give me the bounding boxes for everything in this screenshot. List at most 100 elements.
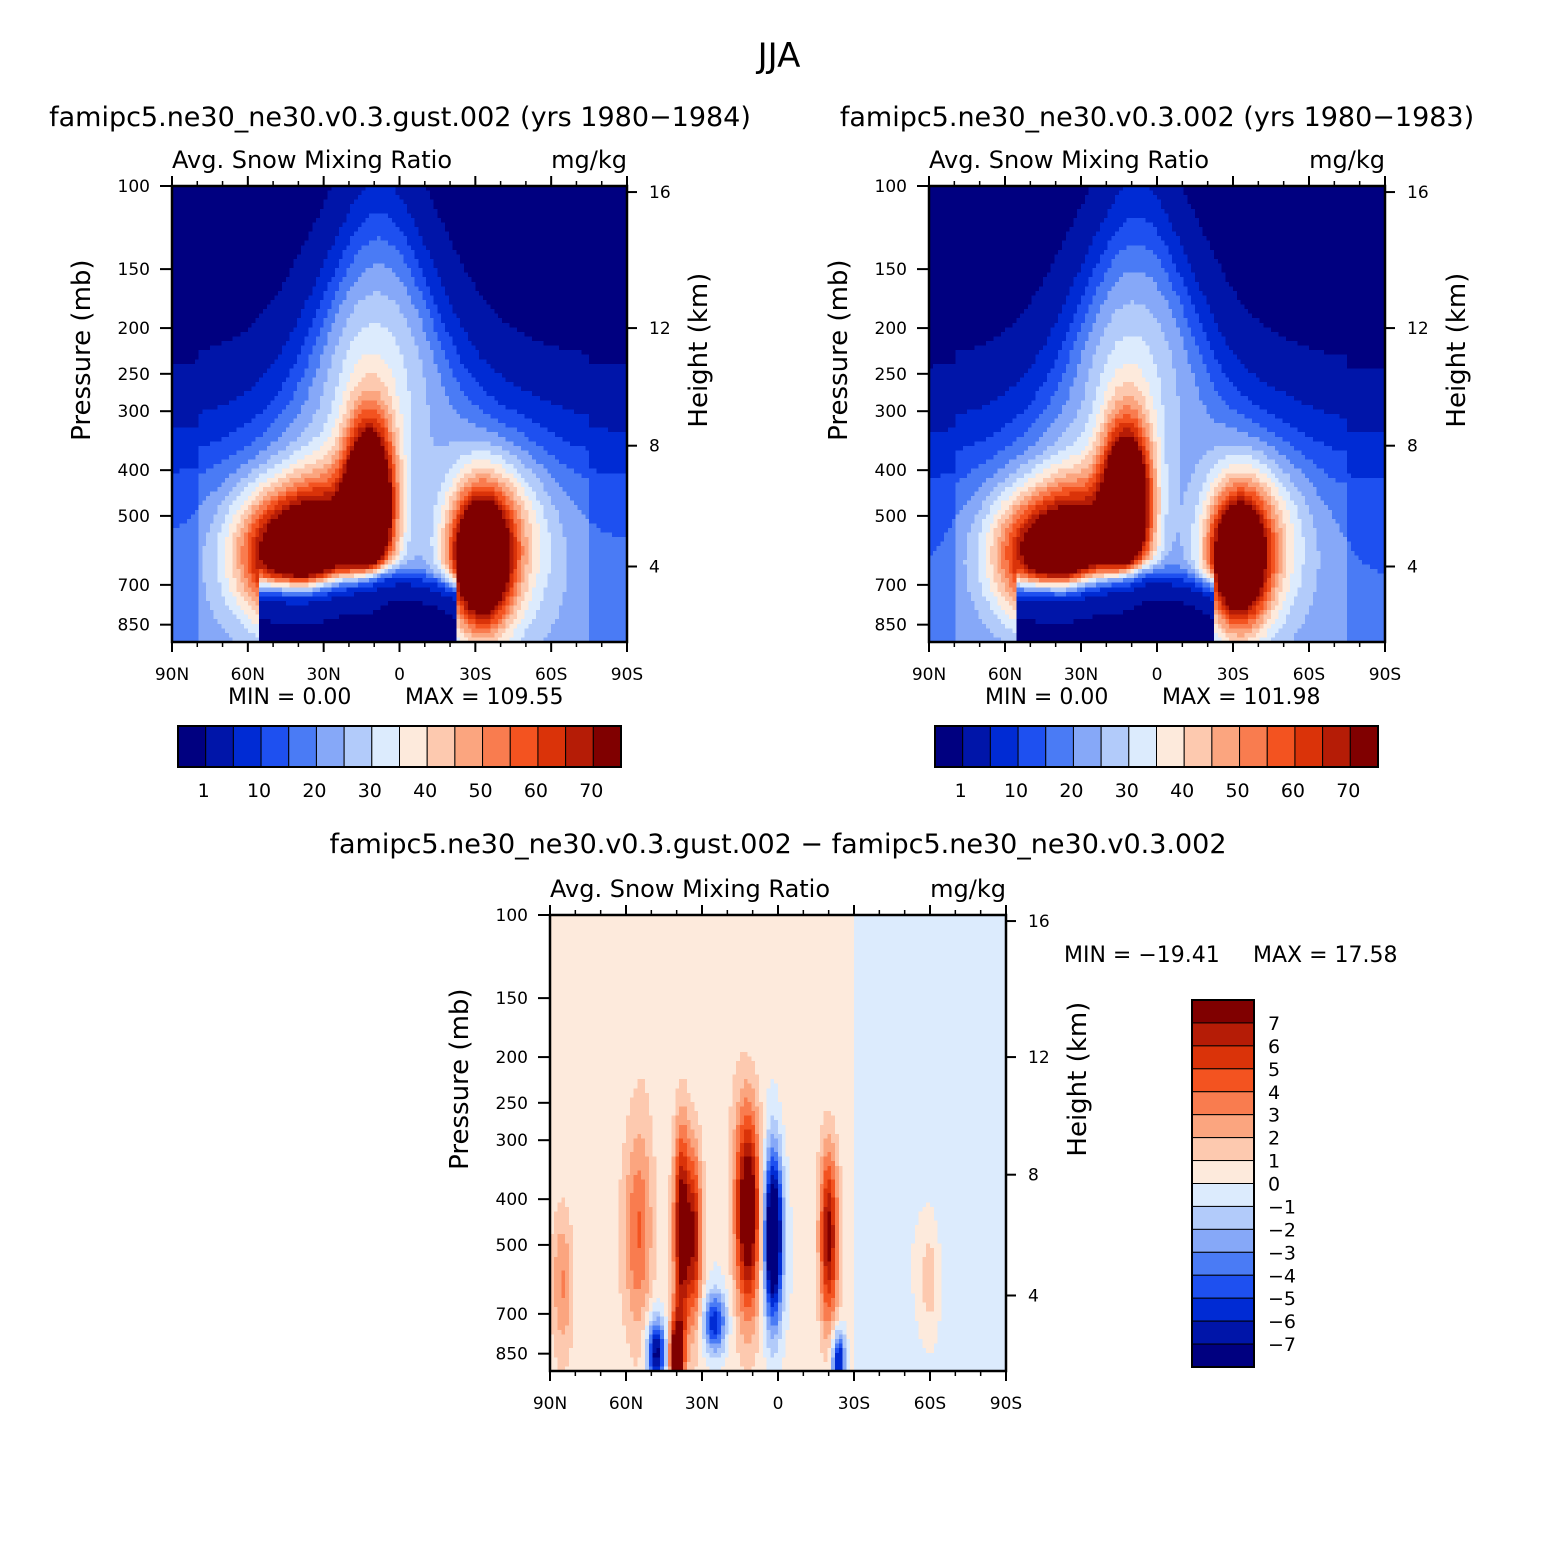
field-cell [312, 364, 316, 369]
field-cell [578, 236, 582, 241]
field-cell [282, 300, 286, 305]
field-cell [214, 332, 218, 337]
field-cell [377, 195, 381, 200]
field-cell [426, 373, 430, 378]
field-cell [244, 195, 248, 200]
field-cell [498, 236, 502, 241]
field-cell [282, 355, 286, 360]
field-cell [199, 286, 203, 291]
field-cell [343, 264, 347, 269]
field-cell [312, 227, 316, 232]
field-cell [229, 336, 233, 341]
field-cell [263, 250, 267, 255]
field-cell [563, 350, 567, 355]
field-cell [418, 273, 422, 278]
field-cell [305, 300, 309, 305]
field-cell [233, 300, 237, 305]
field-cell [525, 191, 529, 196]
field-cell [199, 327, 203, 332]
field-cell [411, 204, 415, 209]
field-cell [422, 346, 426, 351]
field-cell [411, 373, 415, 378]
field-cell [343, 277, 347, 282]
field-cell [430, 318, 434, 323]
field-cell [403, 327, 407, 332]
field-cell [248, 254, 252, 259]
field-cell [229, 268, 233, 273]
field-cell [233, 204, 237, 209]
field-cell [430, 222, 434, 227]
field-cell [468, 232, 472, 237]
field-cell [274, 309, 278, 314]
field-cell [475, 254, 479, 259]
field-cell [582, 264, 586, 269]
field-cell [293, 282, 297, 287]
field-cell [259, 200, 263, 205]
field-cell [233, 314, 237, 319]
field-cell [563, 213, 567, 218]
field-cell [494, 218, 498, 223]
field-cell [411, 305, 415, 310]
field-cell [282, 359, 286, 364]
field-cell [305, 286, 309, 291]
field-cell [240, 191, 244, 196]
field-cell [233, 232, 237, 237]
field-cell [407, 254, 411, 259]
field-cell [574, 191, 578, 196]
field-cell [487, 350, 491, 355]
field-cell [240, 300, 244, 305]
field-cell [434, 254, 438, 259]
field-cell [202, 336, 206, 341]
field-cell [240, 295, 244, 300]
field-cell [472, 200, 476, 205]
field-cell [274, 314, 278, 319]
field-cell [274, 222, 278, 227]
field-cell [475, 204, 479, 209]
field-cell [327, 350, 331, 355]
field-cell [320, 373, 324, 378]
field-cell [540, 286, 544, 291]
field-cell [316, 200, 320, 205]
field-cell [343, 209, 347, 214]
field-cell [468, 286, 472, 291]
field-cell [506, 227, 510, 232]
field-cell [400, 373, 404, 378]
field-cell [430, 300, 434, 305]
field-cell [214, 200, 218, 205]
field-cell [585, 346, 589, 351]
field-cell [335, 305, 339, 310]
field-cell [612, 222, 616, 227]
field-cell [384, 300, 388, 305]
field-cell [536, 250, 540, 255]
field-cell [233, 318, 237, 323]
field-cell [585, 341, 589, 346]
field-cell [221, 204, 225, 209]
field-cell [528, 254, 532, 259]
field-cell [456, 373, 460, 378]
field-cell [479, 232, 483, 237]
field-cell [604, 204, 608, 209]
field-cell [233, 359, 237, 364]
field-cell [301, 309, 305, 314]
field-cell [267, 264, 271, 269]
field-cell [483, 341, 487, 346]
field-cell [240, 323, 244, 328]
field-cell [282, 245, 286, 250]
field-cell [331, 323, 335, 328]
field-cell [229, 373, 233, 378]
field-cell [604, 264, 608, 269]
field-cell [582, 218, 586, 223]
field-cell [494, 323, 498, 328]
field-cell [570, 191, 574, 196]
field-cell [570, 346, 574, 351]
field-cell [327, 200, 331, 205]
field-cell [430, 213, 434, 218]
field-cell [422, 259, 426, 264]
field-cell [532, 291, 536, 296]
field-cell [578, 213, 582, 218]
field-cell [346, 204, 350, 209]
field-cell [426, 295, 430, 300]
field-cell [574, 282, 578, 287]
field-cell [434, 191, 438, 196]
field-cell [464, 213, 468, 218]
